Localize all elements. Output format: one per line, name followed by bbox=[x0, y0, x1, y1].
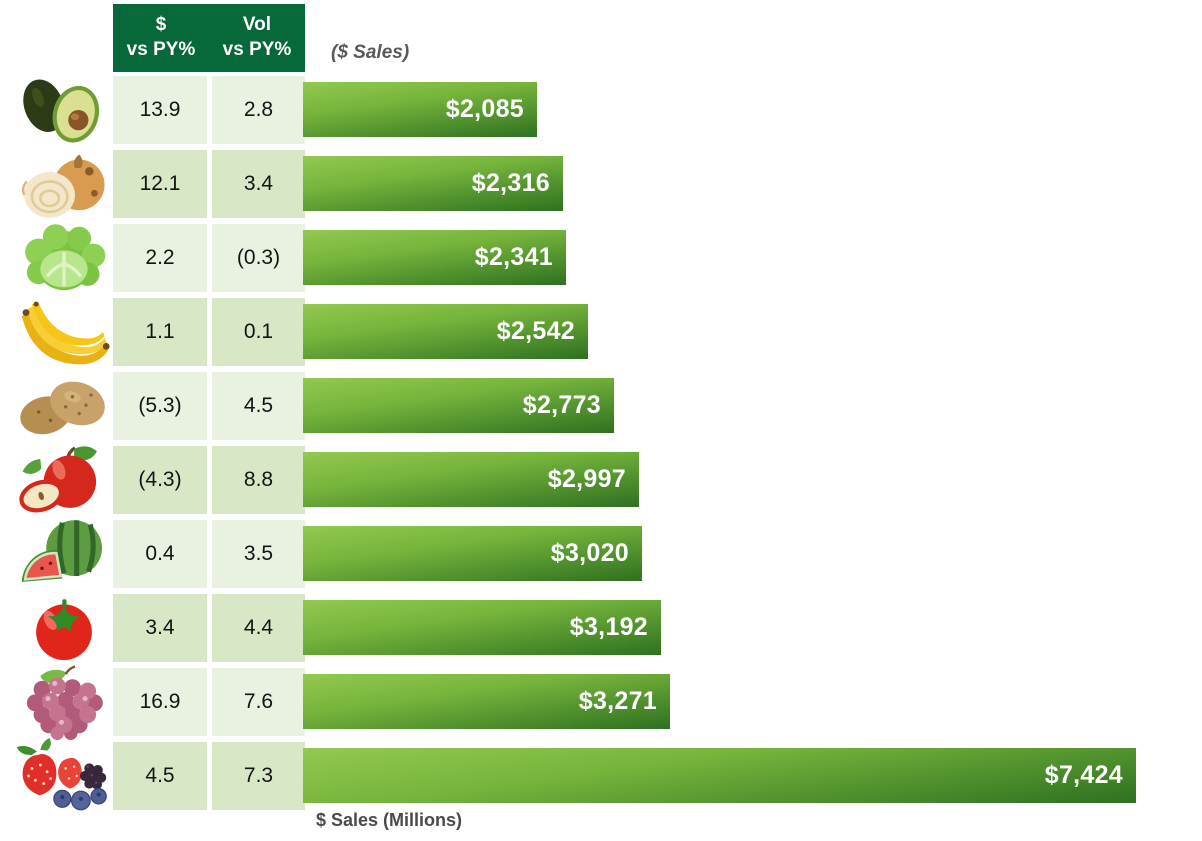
lettuce-image bbox=[8, 220, 120, 296]
sales-bar-label: $7,424 bbox=[1044, 761, 1123, 789]
sales-bar-berries: $7,424 bbox=[303, 748, 1136, 803]
vol-vs-py-value: 3.5 bbox=[212, 520, 305, 588]
vol-vs-py-value: 4.4 bbox=[212, 594, 305, 662]
dollar-vs-py-value: 3.4 bbox=[113, 594, 207, 662]
dollar-vs-py-value: 12.1 bbox=[113, 150, 207, 218]
avocado-image bbox=[8, 72, 120, 148]
sales-bar-label: $3,020 bbox=[550, 539, 629, 567]
dollar-vs-py-value: 0.4 bbox=[113, 520, 207, 588]
sales-bar-grapes: $3,271 bbox=[303, 674, 670, 729]
sales-bar-label: $3,192 bbox=[569, 613, 648, 641]
apple-image bbox=[8, 442, 120, 518]
vol-vs-py-value: 0.1 bbox=[212, 298, 305, 366]
dollar-vs-py-value: 2.2 bbox=[113, 224, 207, 292]
table-header: $ vs PY% Vol vs PY% bbox=[113, 4, 305, 72]
sales-bar-potatoes: $2,773 bbox=[303, 378, 614, 433]
sales-bar-tomato: $3,192 bbox=[303, 600, 661, 655]
tomato-image bbox=[8, 590, 120, 666]
onion-image bbox=[8, 146, 120, 222]
watermelon-image bbox=[8, 516, 120, 592]
sales-bar-label: $2,341 bbox=[474, 243, 553, 271]
sales-bar-label: $2,085 bbox=[445, 95, 524, 123]
potato-image bbox=[8, 368, 120, 444]
sales-bar-label: $2,997 bbox=[547, 465, 626, 493]
grapes-image bbox=[8, 664, 120, 740]
vol-vs-py-value: 3.4 bbox=[212, 150, 305, 218]
vol-vs-py-value: 2.8 bbox=[212, 76, 305, 144]
vol-vs-py-value: 7.6 bbox=[212, 668, 305, 736]
column-header-dollar-line1: $ bbox=[155, 14, 167, 36]
banana-image bbox=[8, 294, 120, 370]
sales-bar-label: $2,773 bbox=[522, 391, 601, 419]
column-header-dollar-line2: vs PY% bbox=[126, 39, 196, 60]
column-header-vol-line1: Vol bbox=[242, 14, 272, 36]
sales-bar-watermelon: $3,020 bbox=[303, 526, 642, 581]
sales-bar-onion: $2,316 bbox=[303, 156, 563, 211]
vol-vs-py-value: 8.8 bbox=[212, 446, 305, 514]
sales-bar-bananas: $2,542 bbox=[303, 304, 588, 359]
column-header-vol-line2: vs PY% bbox=[222, 39, 292, 60]
berries-image bbox=[8, 738, 120, 814]
dollar-vs-py-value: 1.1 bbox=[113, 298, 207, 366]
x-axis-label: $ Sales (Millions) bbox=[316, 810, 463, 830]
dollar-vs-py-value: 13.9 bbox=[113, 76, 207, 144]
sales-bar-apples: $2,997 bbox=[303, 452, 639, 507]
sales-bar-lettuce: $2,341 bbox=[303, 230, 566, 285]
dollar-vs-py-value: (4.3) bbox=[113, 446, 207, 514]
vol-vs-py-value: 4.5 bbox=[212, 372, 305, 440]
sales-axis-note: ($ Sales) bbox=[331, 42, 410, 63]
column-header-vol-vs-py: Vol vs PY% bbox=[209, 4, 305, 72]
dollar-vs-py-value: 4.5 bbox=[113, 742, 207, 810]
sales-bar-avocado: $2,085 bbox=[303, 82, 537, 137]
column-header-dollar-vs-py: $ vs PY% bbox=[113, 4, 209, 72]
vol-vs-py-value: (0.3) bbox=[212, 224, 305, 292]
sales-bar-label: $2,316 bbox=[471, 169, 550, 197]
dollar-vs-py-value: 16.9 bbox=[113, 668, 207, 736]
sales-bar-label: $2,542 bbox=[496, 317, 575, 345]
dollar-vs-py-value: (5.3) bbox=[113, 372, 207, 440]
sales-bar-label: $3,271 bbox=[578, 687, 657, 715]
vol-vs-py-value: 7.3 bbox=[212, 742, 305, 810]
